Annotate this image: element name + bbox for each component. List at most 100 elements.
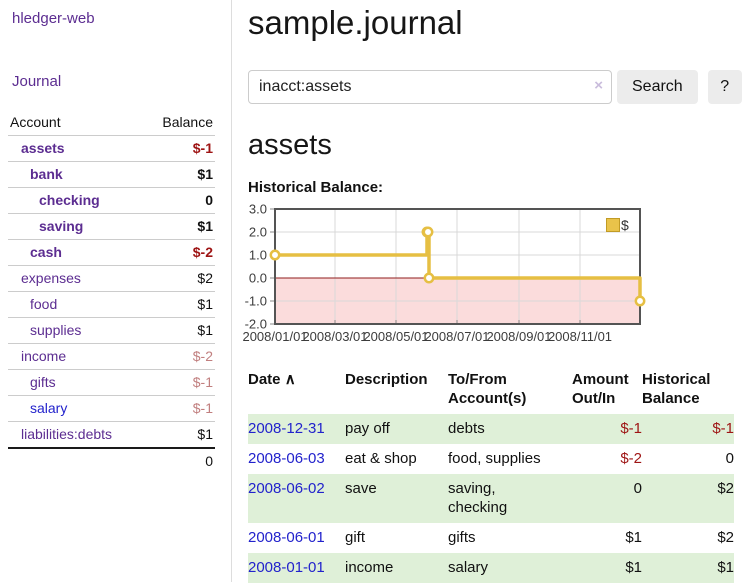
- search-input[interactable]: [248, 70, 612, 104]
- accounts-total-row: 0: [8, 447, 215, 474]
- account-row: liabilities:debts $1: [8, 421, 215, 449]
- transaction-description: income: [345, 559, 394, 576]
- transaction-balance: $2: [717, 480, 734, 497]
- table-row: 2008-12-31 pay off debts $-1 $-1: [248, 414, 734, 444]
- transaction-date-link[interactable]: 2008-06-01: [248, 529, 325, 546]
- register-header-accounts: To/From Account(s): [448, 371, 527, 407]
- account-balance: $1: [144, 291, 215, 318]
- account-row: expenses $2: [8, 265, 215, 292]
- help-button[interactable]: ?: [707, 70, 742, 104]
- transaction-balance: $-1: [712, 420, 734, 437]
- transaction-description: save: [345, 480, 377, 497]
- account-balance: $-1: [144, 395, 215, 422]
- svg-text:2008/11/01: 2008/11/01: [548, 329, 612, 344]
- transaction-accounts: gifts: [448, 529, 476, 546]
- sidebar: hledger-web Journal Account Balance asse…: [0, 0, 232, 582]
- transaction-accounts: debts: [448, 420, 485, 437]
- svg-text:2008/01/01: 2008/01/01: [242, 329, 307, 344]
- chart-legend: $: [606, 217, 629, 233]
- search-button[interactable]: Search: [617, 70, 698, 104]
- search-bar: × Search ?: [248, 70, 742, 104]
- sidebar-account-checking[interactable]: checking: [39, 192, 100, 208]
- account-balance: 0: [144, 187, 215, 214]
- transaction-amount: $-1: [620, 420, 642, 437]
- account-balance: $1: [144, 421, 215, 449]
- app-title-link[interactable]: hledger-web: [12, 10, 95, 27]
- main-content: sample.journal × Search ? assets Histori…: [242, 0, 742, 583]
- accounts-header-row: Account Balance: [8, 111, 215, 136]
- svg-text:1.0: 1.0: [249, 248, 267, 263]
- sidebar-account-cash[interactable]: cash: [30, 244, 62, 260]
- account-row: assets $-1: [8, 135, 215, 162]
- sidebar-account-gifts[interactable]: gifts: [30, 374, 56, 390]
- table-row: 2008-06-01 gift gifts $1 $2: [248, 523, 734, 553]
- balance-chart: 2008/01/01 2008/03/01 2008/05/01 2008/07/01…: [242, 202, 742, 354]
- transaction-description: gift: [345, 529, 366, 546]
- register-table: Date ∧ Description To/From Account(s) Am…: [248, 366, 734, 583]
- search-box: ×: [248, 70, 612, 104]
- accounts-header-balance: Balance: [144, 111, 215, 136]
- sidebar-account-bank[interactable]: bank: [30, 166, 63, 182]
- svg-text:2008/07/01: 2008/07/01: [424, 329, 489, 344]
- svg-text:2008/05/01: 2008/05/01: [363, 329, 428, 344]
- transaction-date-link[interactable]: 2008-01-01: [248, 559, 325, 576]
- svg-text:2.0: 2.0: [249, 225, 267, 240]
- register-header-date[interactable]: Date ∧: [248, 366, 345, 414]
- transaction-date-link[interactable]: 2008-06-03: [248, 450, 325, 467]
- clear-search-icon[interactable]: ×: [594, 77, 603, 94]
- register-header-balance: Historical Balance: [642, 371, 711, 407]
- transaction-balance: $1: [717, 559, 734, 576]
- accounts-table: Account Balance assets $-1 bank $1 checking 0…: [8, 111, 215, 474]
- transaction-amount: $1: [625, 529, 642, 546]
- sidebar-account-food[interactable]: food: [30, 296, 58, 312]
- account-row: supplies $1: [8, 317, 215, 344]
- transaction-accounts: food, supplies: [448, 450, 541, 467]
- sidebar-item-journal[interactable]: Journal: [12, 73, 62, 90]
- register-header-amount: Amount Out/In: [572, 371, 629, 407]
- sidebar-account-assets[interactable]: assets: [21, 140, 65, 156]
- transaction-description: pay off: [345, 420, 390, 437]
- account-balance: $1: [144, 317, 215, 344]
- chart-title: Historical Balance:: [248, 179, 384, 196]
- account-balance: $-1: [144, 135, 215, 162]
- legend-swatch-icon: [606, 218, 620, 232]
- account-balance: $2: [144, 265, 215, 292]
- account-row: income $-2: [8, 343, 215, 370]
- transaction-amount: 0: [633, 480, 642, 497]
- page-title: sample.journal: [248, 4, 463, 41]
- account-row: checking 0: [8, 187, 215, 214]
- transaction-balance: 0: [725, 450, 734, 467]
- account-balance: $1: [144, 213, 215, 240]
- sidebar-account-income[interactable]: income: [21, 348, 67, 364]
- account-balance: $-2: [144, 343, 215, 370]
- transaction-accounts: salary: [448, 559, 489, 576]
- accounts-header-account: Account: [8, 111, 145, 136]
- sidebar-account-salary[interactable]: salary: [30, 400, 68, 416]
- sidebar-account-expenses[interactable]: expenses: [21, 270, 81, 286]
- account-row: salary $-1: [8, 395, 215, 422]
- svg-text:-1.0: -1.0: [245, 294, 267, 309]
- transaction-description: eat & shop: [345, 450, 417, 467]
- balance-chart-canvas: 2008/01/012008/03/012008/05/012008/07/01…: [242, 202, 646, 344]
- svg-text:2008/03/01: 2008/03/01: [302, 329, 367, 344]
- account-heading: assets: [248, 129, 332, 161]
- transaction-balance: $2: [717, 529, 734, 546]
- sort-ascending-icon: ∧: [284, 371, 296, 388]
- table-row: 2008-01-01 income salary $1 $1: [248, 553, 734, 583]
- register-header-row: Date ∧ Description To/From Account(s) Am…: [248, 366, 734, 414]
- sidebar-account-supplies[interactable]: supplies: [30, 322, 82, 338]
- transaction-accounts: saving, checking: [448, 480, 508, 516]
- svg-text:-2.0: -2.0: [245, 317, 267, 332]
- transaction-date-link[interactable]: 2008-12-31: [248, 420, 325, 437]
- sidebar-account-liabilities-debts[interactable]: liabilities:debts: [21, 426, 113, 442]
- account-row: food $1: [8, 291, 215, 318]
- sidebar-account-saving[interactable]: saving: [39, 218, 84, 234]
- transaction-date-link[interactable]: 2008-06-02: [248, 480, 325, 497]
- account-row: cash $-2: [8, 239, 215, 266]
- account-row: bank $1: [8, 161, 215, 188]
- table-row: 2008-06-03 eat & shop food, supplies $-2 0: [248, 444, 734, 474]
- account-balance: $-1: [144, 369, 215, 396]
- account-row: saving $1: [8, 213, 215, 240]
- register-header-date-label: Date: [248, 371, 281, 388]
- table-row: 2008-06-02 save saving, checking 0 $2: [248, 474, 734, 523]
